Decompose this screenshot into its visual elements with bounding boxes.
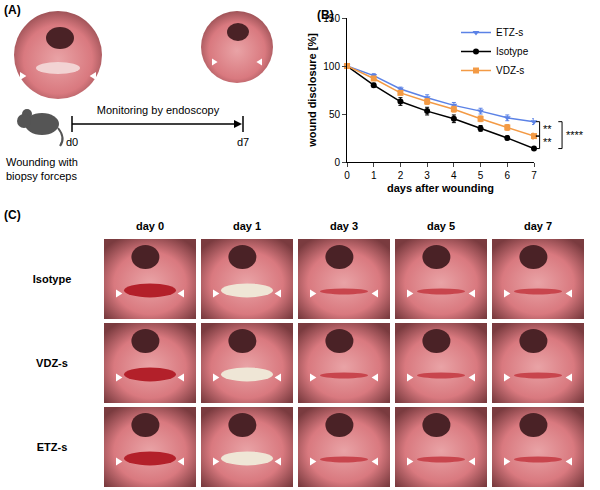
svg-text:days after wounding: days after wounding [387, 182, 494, 194]
svg-text:day 1: day 1 [233, 220, 261, 232]
svg-text:VDZ-s: VDZ-s [496, 65, 524, 76]
svg-text:day 5: day 5 [427, 220, 455, 232]
svg-text:Monitoring by endoscopy: Monitoring by endoscopy [97, 104, 220, 116]
svg-text:Wounding with: Wounding with [6, 156, 78, 168]
svg-text:50: 50 [329, 109, 341, 120]
svg-text:Isotype: Isotype [496, 46, 529, 57]
svg-text:day 3: day 3 [330, 220, 358, 232]
svg-text:3: 3 [424, 170, 430, 181]
svg-text:**: ** [543, 136, 552, 148]
svg-text:wound disclosure [%]: wound disclosure [%] [306, 33, 318, 148]
svg-text:ETZ-s: ETZ-s [496, 27, 523, 38]
svg-text:1: 1 [371, 170, 377, 181]
svg-text:6: 6 [505, 170, 511, 181]
svg-text:day 0: day 0 [136, 220, 164, 232]
svg-text:(A): (A) [4, 3, 21, 17]
svg-text:ETZ-s: ETZ-s [37, 441, 68, 453]
svg-text:0: 0 [344, 170, 350, 181]
svg-text:****: **** [566, 129, 584, 141]
svg-text:100: 100 [323, 61, 340, 72]
svg-text:5: 5 [478, 170, 484, 181]
svg-text:150: 150 [323, 13, 340, 24]
svg-text:0: 0 [334, 157, 340, 168]
svg-text:d7: d7 [237, 136, 249, 148]
svg-text:biopsy forceps: biopsy forceps [6, 170, 77, 182]
svg-text:VDZ-s: VDZ-s [36, 357, 68, 369]
svg-text:**: ** [543, 123, 552, 135]
svg-text:4: 4 [451, 170, 457, 181]
svg-text:(B): (B) [317, 8, 334, 22]
svg-text:2: 2 [398, 170, 404, 181]
svg-text:d0: d0 [66, 136, 78, 148]
svg-text:Isotype: Isotype [33, 273, 72, 285]
svg-text:day 7: day 7 [524, 220, 552, 232]
svg-text:(C): (C) [4, 208, 21, 222]
svg-text:7: 7 [531, 170, 537, 181]
